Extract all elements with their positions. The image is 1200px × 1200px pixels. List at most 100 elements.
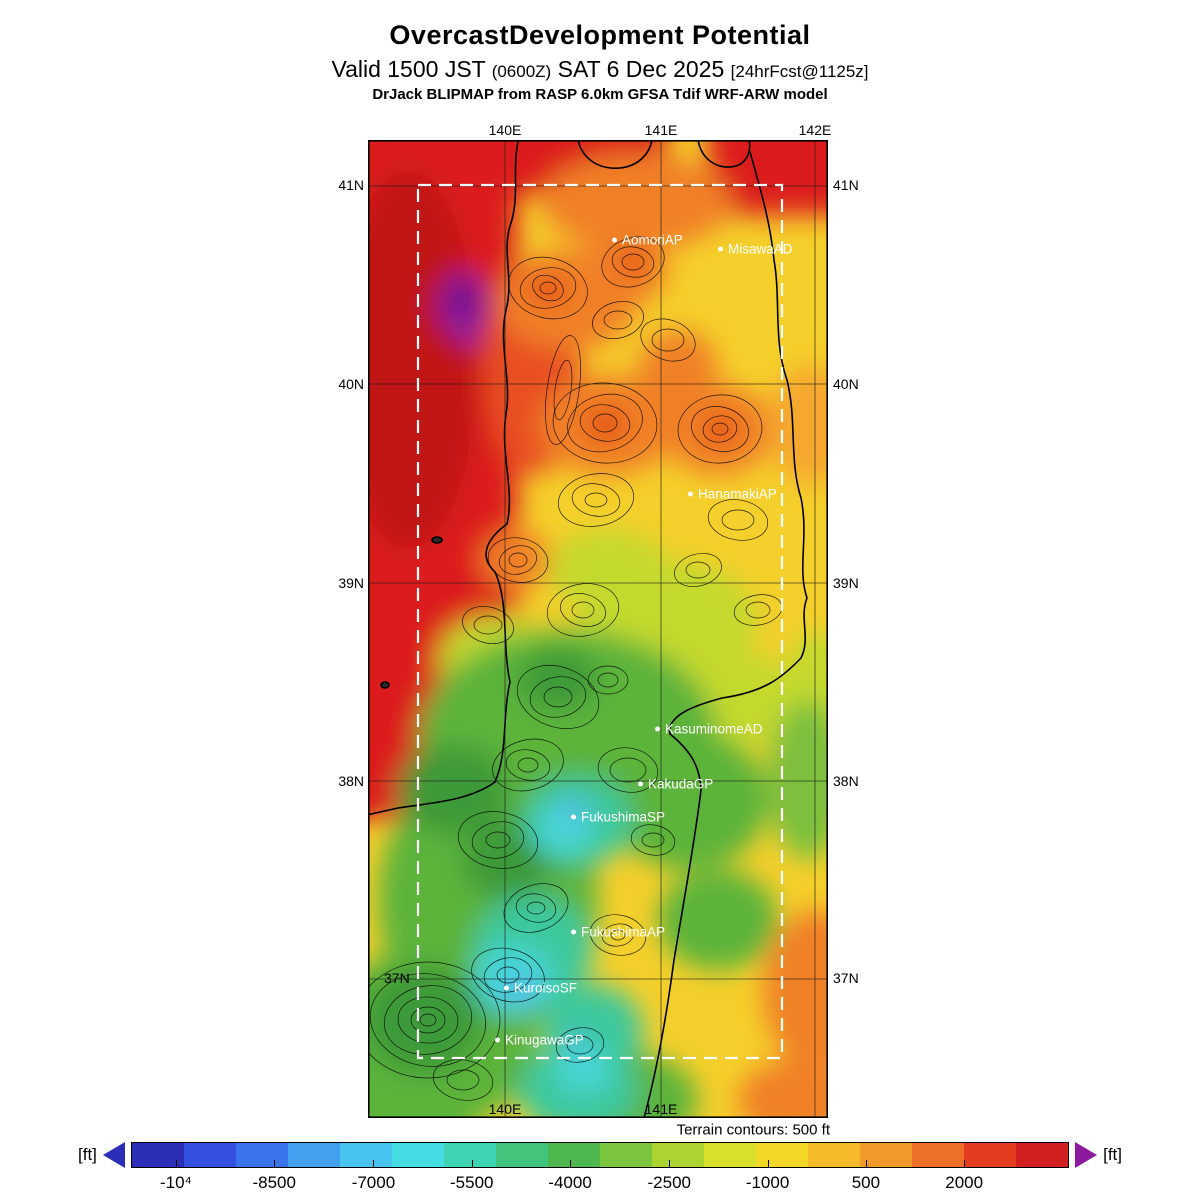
lat-label-left-37n: 37N — [384, 970, 410, 986]
colorbar-tick-label: -8500 — [252, 1173, 296, 1192]
colorbar-tick — [175, 1160, 177, 1167]
lat-label-right-39n: 39N — [833, 575, 859, 591]
station-marker: MisawaAD — [718, 242, 793, 257]
colorbar-unit-right: [ft] — [1103, 1145, 1122, 1164]
station-dot-icon — [495, 1037, 500, 1043]
colorbar-segment — [704, 1143, 757, 1167]
lat-label-left-38n: 38N — [338, 773, 364, 789]
colorbar-segment — [756, 1143, 809, 1167]
colorbar-segment — [808, 1143, 861, 1167]
colorbar-segment — [496, 1143, 549, 1167]
colorbar-segment — [444, 1143, 497, 1167]
station-dot-icon — [655, 726, 660, 732]
lat-label-right-37n: 37N — [833, 970, 859, 986]
terrain-contour-note: Terrain contours: 500 ft — [676, 1121, 830, 1139]
station-label: HanamakiAP — [698, 486, 777, 502]
station-marker: AomoriAP — [612, 233, 683, 248]
lon-label-top-140e: 140E — [488, 122, 522, 138]
colorbar-segment — [600, 1143, 653, 1167]
colorbar-segment — [652, 1143, 705, 1167]
station-label: FukushimaSP — [581, 809, 666, 825]
colorbar-tick-label: -1000 — [745, 1173, 790, 1192]
station-dot-icon — [638, 781, 643, 787]
colorbar-tick-label: -7000 — [351, 1173, 396, 1192]
station-dot-icon — [571, 929, 576, 935]
page-title: OvercastDevelopment Potential — [389, 20, 811, 50]
lon-label-bottom-140e: 140E — [488, 1101, 522, 1117]
station-dot-icon — [612, 237, 617, 243]
station-marker: KuroisoSF — [504, 981, 577, 996]
map-area — [368, 140, 828, 1118]
terrain-contours — [368, 236, 783, 1101]
colorbar-segment — [287, 1143, 340, 1167]
colorbar-segment — [860, 1143, 913, 1167]
lat-label-right-40n: 40N — [833, 376, 859, 392]
colorbar-unit-left: [ft] — [78, 1145, 97, 1164]
colorbar-tick-label: -10⁴ — [159, 1173, 192, 1192]
colorbar-tick — [964, 1160, 966, 1167]
colorbar-gradient: -10⁴ -8500 -7000 -5500 -4000 -2500 -1000… — [130, 1142, 1070, 1192]
color-field — [368, 140, 828, 1118]
station-marker: KasuminomeAD — [655, 722, 763, 737]
colorbar-row: [ft] -10⁴ -8500 -7000 -5500 -4000 -2500 … — [78, 1142, 1122, 1192]
model-line: DrJack BLIPMAP from RASP 6.0km GFSA Tdif… — [372, 86, 828, 103]
colorbar-tick — [471, 1160, 473, 1167]
station-marker: KinugawaGP — [495, 1033, 584, 1048]
station-marker: HanamakiAP — [688, 487, 777, 502]
colorbar-tick — [767, 1160, 769, 1167]
colorbar-segment — [131, 1143, 184, 1167]
lat-label-right-38n: 38N — [833, 773, 859, 789]
colorbar-tick — [373, 1160, 375, 1167]
colorbar-segment — [339, 1143, 392, 1167]
station-dot-icon — [504, 985, 509, 991]
valid-zulu: (0600Z) — [491, 62, 552, 81]
station-label: KinugawaGP — [505, 1032, 584, 1048]
lon-label-top-141e: 141E — [644, 122, 678, 138]
colorbar-tick — [274, 1160, 276, 1167]
colorbar-tick-label: -5500 — [449, 1173, 494, 1192]
forecast-map — [368, 140, 828, 1118]
lat-label-left-41n: 41N — [338, 177, 364, 193]
station-label: KasuminomeAD — [665, 721, 763, 737]
lat-label-left-40n: 40N — [338, 376, 364, 392]
station-marker: KakudaGP — [638, 777, 713, 792]
station-dot-icon — [571, 814, 576, 820]
colorbar-arrow-left-icon — [102, 1142, 125, 1168]
lon-label-bottom-141e: 141E — [644, 1101, 678, 1117]
colorbar-arrow-right-icon — [1075, 1142, 1098, 1168]
colorbar-segment — [183, 1143, 236, 1167]
station-marker: FukushimaAP — [571, 925, 665, 940]
station-label: MisawaAD — [728, 241, 793, 257]
station-label: FukushimaAP — [581, 924, 666, 940]
colorbar-tick-label: 500 — [851, 1173, 881, 1192]
colorbar-tick — [570, 1160, 572, 1167]
station-dot-icon — [718, 246, 723, 252]
station-marker: FukushimaSP — [571, 810, 665, 825]
valid-date: SAT 6 Dec 2025 — [557, 56, 725, 82]
colorbar-segment — [964, 1143, 1017, 1167]
domain-boundary — [416, 183, 784, 1060]
colorbar-tick-label: -4000 — [548, 1173, 592, 1192]
colorbar-segment — [912, 1143, 965, 1167]
colorbar-segment — [391, 1143, 444, 1167]
colorbar-tick-label: 2000 — [945, 1173, 984, 1192]
colorbar-segment — [235, 1143, 288, 1167]
lon-label-top-142e: 142E — [798, 122, 832, 138]
colorbar-segment — [548, 1143, 601, 1167]
colorbar-tick — [865, 1160, 867, 1167]
valid-line: Valid 1500 JST (0600Z) SAT 6 Dec 2025 [2… — [0, 56, 1200, 83]
forecast-cycle: [24hrFcst@1125z] — [730, 62, 869, 81]
station-label: AomoriAP — [622, 232, 683, 248]
map-border — [368, 140, 828, 1118]
lat-label-left-39n: 39N — [338, 575, 364, 591]
colorbar-tick-label: -2500 — [647, 1173, 692, 1192]
valid-time: Valid 1500 JST — [331, 56, 486, 82]
lat-label-right-41n: 41N — [833, 177, 859, 193]
station-label: KuroisoSF — [514, 980, 578, 996]
colorbar-tick — [669, 1160, 671, 1167]
station-dot-icon — [688, 491, 693, 497]
colorbar-segment — [1016, 1143, 1069, 1167]
coastline — [368, 140, 808, 1118]
station-label: KakudaGP — [648, 776, 714, 792]
